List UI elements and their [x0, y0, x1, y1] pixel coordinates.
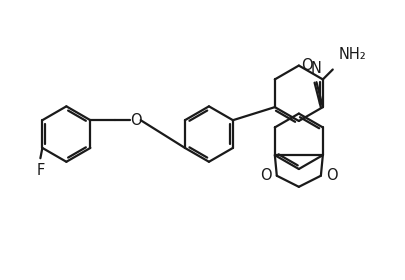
Text: NH₂: NH₂ — [338, 47, 366, 62]
Text: N: N — [310, 61, 321, 76]
Text: O: O — [326, 168, 337, 183]
Text: F: F — [36, 163, 45, 178]
Text: O: O — [301, 58, 312, 73]
Text: O: O — [129, 113, 141, 128]
Text: O: O — [259, 168, 271, 183]
